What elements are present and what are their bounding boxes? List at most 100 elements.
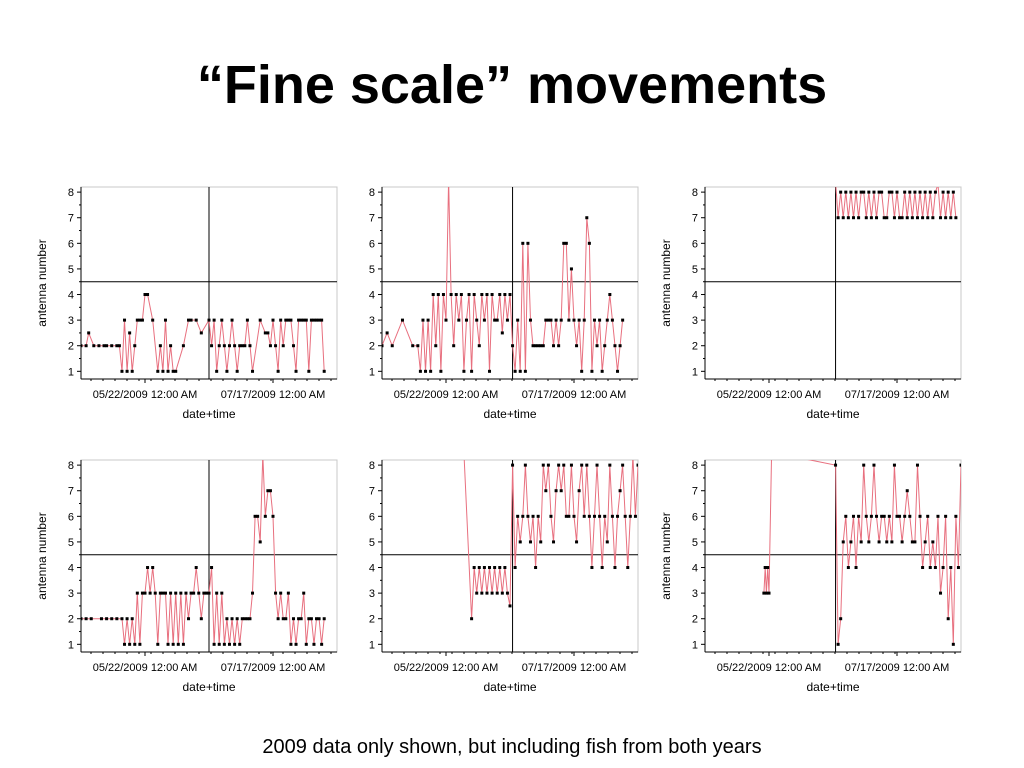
data-point: [140, 591, 144, 595]
y-tick-label: 5: [692, 537, 698, 549]
data-point: [317, 617, 321, 621]
x-tick-label: 05/22/2009 12:00 AM: [717, 662, 822, 674]
data-point: [887, 514, 891, 518]
data-point: [84, 617, 88, 621]
data-point: [495, 591, 499, 595]
y-tick-label: 6: [692, 238, 698, 250]
data-point: [954, 216, 958, 220]
data-point: [603, 344, 607, 348]
data-point: [508, 604, 512, 608]
data-point: [495, 318, 499, 322]
data-point: [210, 344, 214, 348]
data-point: [238, 642, 242, 646]
chart-panel-1: 1 2 3 4 5 6 7 8 05/22/2009 12:00 AM 07/17/2009 12…: [35, 186, 338, 421]
data-point: [890, 540, 894, 544]
data-point: [557, 344, 561, 348]
data-point: [882, 216, 886, 220]
data-point: [294, 369, 298, 373]
data-point: [204, 591, 208, 595]
data-point: [518, 369, 522, 373]
data-point: [926, 216, 930, 220]
data-point: [475, 591, 479, 595]
data-point: [174, 369, 178, 373]
y-tick-label: 4: [692, 290, 698, 302]
data-point: [202, 591, 206, 595]
data-point: [841, 540, 845, 544]
data-point: [941, 190, 945, 194]
data-point: [513, 369, 517, 373]
data-point: [286, 591, 290, 595]
data-point: [910, 540, 914, 544]
x-tick-label: 05/22/2009 12:00 AM: [394, 662, 499, 674]
data-point: [531, 344, 535, 348]
y-tick-label: 6: [68, 238, 74, 250]
data-point: [212, 318, 216, 322]
data-point: [467, 293, 471, 297]
data-point: [939, 591, 943, 595]
data-point: [559, 318, 563, 322]
data-point: [411, 344, 415, 348]
plot-frame: [381, 186, 639, 380]
data-point: [266, 489, 270, 493]
data-point: [151, 566, 155, 570]
data-point: [844, 514, 848, 518]
data-point: [418, 369, 422, 373]
data-point: [304, 318, 308, 322]
data-point: [582, 514, 586, 518]
data-point: [867, 190, 871, 194]
data-point: [128, 642, 132, 646]
data-point: [194, 318, 198, 322]
data-point: [240, 344, 244, 348]
x-tick-label: 05/22/2009 12:00 AM: [93, 389, 198, 401]
data-point: [146, 293, 150, 297]
chart-panel-2: 1 2 3 4 5 6 7 8 05/22/2009 12:00 AM 07/17/2009 12…: [369, 186, 639, 421]
y-tick-label: 3: [692, 315, 698, 327]
x-axis-label: date+time: [182, 680, 235, 694]
data-point: [846, 566, 850, 570]
x-axis-label: date+time: [806, 680, 859, 694]
data-point: [564, 514, 568, 518]
y-tick-label: 8: [692, 460, 698, 472]
data-point: [936, 183, 939, 186]
y-tick-label: 1: [68, 639, 74, 651]
data-point: [110, 344, 114, 348]
data-point: [462, 451, 465, 454]
data-point: [449, 293, 453, 297]
data-point: [600, 369, 604, 373]
data-point: [549, 318, 553, 322]
chart-panel-6: 1 2 3 4 5 6 7 8 05/22/2009 12:00 AM 07/17/2009 12…: [659, 459, 962, 694]
data-point: [243, 344, 247, 348]
data-point: [416, 344, 420, 348]
data-point: [470, 617, 474, 621]
data-point: [436, 293, 440, 297]
series-group: [835, 183, 958, 220]
data-point: [944, 514, 948, 518]
data-point: [312, 642, 316, 646]
data-point: [936, 514, 940, 518]
data-point: [508, 293, 512, 297]
data-point: [158, 591, 162, 595]
data-point: [315, 617, 319, 621]
data-point: [516, 318, 520, 322]
data-point: [895, 190, 899, 194]
data-point: [859, 190, 863, 194]
data-point: [862, 463, 866, 467]
y-tick-label: 5: [369, 264, 375, 276]
data-point: [895, 514, 899, 518]
y-tick-label: 4: [692, 563, 698, 575]
data-point: [441, 293, 445, 297]
data-point: [541, 344, 545, 348]
data-point: [864, 216, 868, 220]
y-tick-label: 5: [68, 537, 74, 549]
data-point: [849, 190, 853, 194]
data-point: [444, 318, 448, 322]
data-point: [84, 344, 88, 348]
data-point: [199, 617, 203, 621]
series-group: [382, 187, 625, 373]
data-point: [309, 617, 313, 621]
data-point: [875, 514, 879, 518]
data-point: [928, 566, 932, 570]
data-point: [523, 463, 527, 467]
data-point: [844, 190, 848, 194]
data-point: [903, 190, 907, 194]
